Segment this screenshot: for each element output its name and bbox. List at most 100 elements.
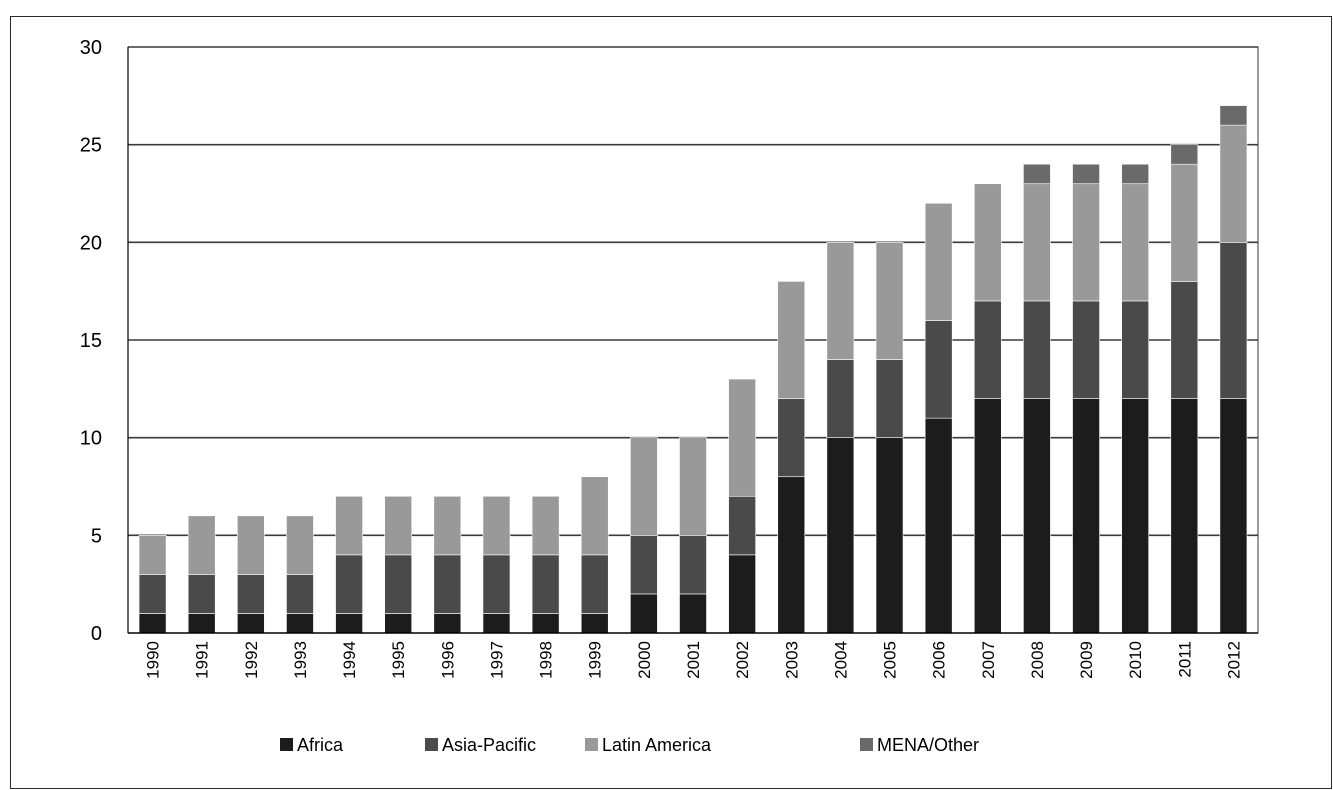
x-tick-label: 2004 [831,641,850,679]
bar-asia-pacific-2005 [875,359,904,438]
bar-mena-other-2009 [1072,163,1100,185]
legend-item-africa: Africa [280,735,344,755]
legend-label: Asia-Pacific [442,735,536,755]
bar-asia-pacific-1997 [482,554,511,614]
bar-africa-2002 [728,554,756,634]
bar-asia-pacific-1998 [531,554,560,614]
bar-africa-2008 [1023,398,1051,634]
bar-africa-2003 [777,476,806,634]
bar-africa-2011 [1170,398,1199,634]
bar-latin-america-2004 [826,242,855,360]
bar-africa-2006 [924,417,953,634]
bar-africa-1992 [237,613,265,634]
x-tick-label: 2005 [881,641,900,679]
bar-latin-america-1994 [335,495,363,556]
legend-swatch [280,738,293,751]
bars [138,105,1248,634]
bar-latin-america-2006 [924,202,953,321]
bar-asia-pacific-2011 [1170,281,1199,399]
y-tick-labels: 0 5 10 15 20 25 30 [80,37,102,645]
x-tick-label: 1997 [487,641,506,679]
x-tick-label: 2010 [1126,641,1145,679]
bar-africa-1995 [384,613,413,634]
x-tick-label: 1996 [438,641,457,679]
x-tick-label: 2008 [1028,641,1047,679]
legend-swatch [425,738,438,751]
bar-latin-america-1993 [286,515,314,575]
bar-latin-america-1999 [580,476,609,556]
x-tick-label: 1992 [242,641,261,679]
bar-africa-1997 [482,613,511,634]
bar-latin-america-1998 [531,495,560,556]
axes [127,46,1259,634]
x-tick-label: 1995 [389,641,408,679]
bar-asia-pacific-1990 [138,574,167,614]
bar-latin-america-1991 [187,515,216,575]
y-tick-label: 10 [80,428,102,450]
bar-latin-america-2010 [1121,183,1149,302]
bar-latin-america-2009 [1072,183,1100,302]
bar-latin-america-2008 [1023,183,1051,302]
bar-asia-pacific-2007 [973,300,1002,399]
bar-asia-pacific-2010 [1121,300,1149,399]
y-tick-label: 0 [91,623,102,645]
bar-asia-pacific-1993 [286,574,314,614]
x-tick-label: 1991 [193,641,212,679]
bar-asia-pacific-2001 [679,535,707,595]
bar-asia-pacific-2002 [728,495,756,556]
bar-latin-america-1997 [482,495,511,556]
bar-mena-other-2008 [1023,163,1051,185]
bar-africa-1990 [138,613,167,634]
bar-africa-2009 [1072,398,1100,634]
legend-item-latin-america: Latin America [585,735,712,755]
x-tick-label: 2006 [930,641,949,679]
bar-africa-2010 [1121,398,1149,634]
bar-mena-other-2012 [1219,105,1248,126]
x-tick-label: 1990 [144,641,163,679]
bar-latin-america-2007 [973,183,1002,302]
legend-label: MENA/Other [877,735,979,755]
bar-asia-pacific-2008 [1023,300,1051,399]
bar-asia-pacific-2004 [826,359,855,438]
bar-africa-1994 [335,613,363,634]
x-tick-label: 2009 [1077,641,1096,679]
bar-asia-pacific-1996 [433,554,462,614]
legend-swatch [585,738,598,751]
x-tick-label: 2001 [684,641,703,679]
bar-latin-america-2002 [728,378,756,497]
bar-africa-2000 [630,593,658,634]
y-tick-label: 15 [80,330,102,352]
bar-latin-america-2000 [630,437,658,536]
x-tick-labels: 1990 1991 1992 1993 1994 1995 1996 1997 1998 1999… [144,641,1244,679]
x-tick-label: 1999 [586,641,605,679]
bar-asia-pacific-2000 [630,535,658,595]
bar-latin-america-1995 [384,495,413,556]
bar-latin-america-2003 [777,281,806,399]
bar-asia-pacific-1991 [187,574,216,614]
bar-africa-2001 [679,593,707,634]
x-tick-label: 2007 [979,641,998,679]
legend-label: Africa [297,735,344,755]
bar-latin-america-2001 [679,437,707,536]
y-tick-label: 30 [80,37,102,59]
legend-label: Latin America [602,735,712,755]
bar-africa-1998 [531,613,560,634]
legend-swatch [860,738,873,751]
bar-latin-america-1992 [237,515,265,575]
y-tick-label: 25 [80,135,102,157]
bar-asia-pacific-2006 [924,320,953,419]
bar-asia-pacific-1999 [580,554,609,614]
bar-latin-america-1990 [138,535,167,575]
bar-africa-1993 [286,613,314,634]
y-tick-label: 5 [91,525,102,547]
bar-africa-2007 [973,398,1002,634]
bar-latin-america-2011 [1170,163,1199,282]
bar-asia-pacific-1995 [384,554,413,614]
bar-mena-other-2010 [1121,163,1149,185]
x-tick-label: 2002 [733,641,752,679]
bar-latin-america-1996 [433,495,462,556]
bar-asia-pacific-2009 [1072,300,1100,399]
bar-mena-other-2011 [1170,144,1199,165]
bar-asia-pacific-2012 [1219,242,1248,399]
